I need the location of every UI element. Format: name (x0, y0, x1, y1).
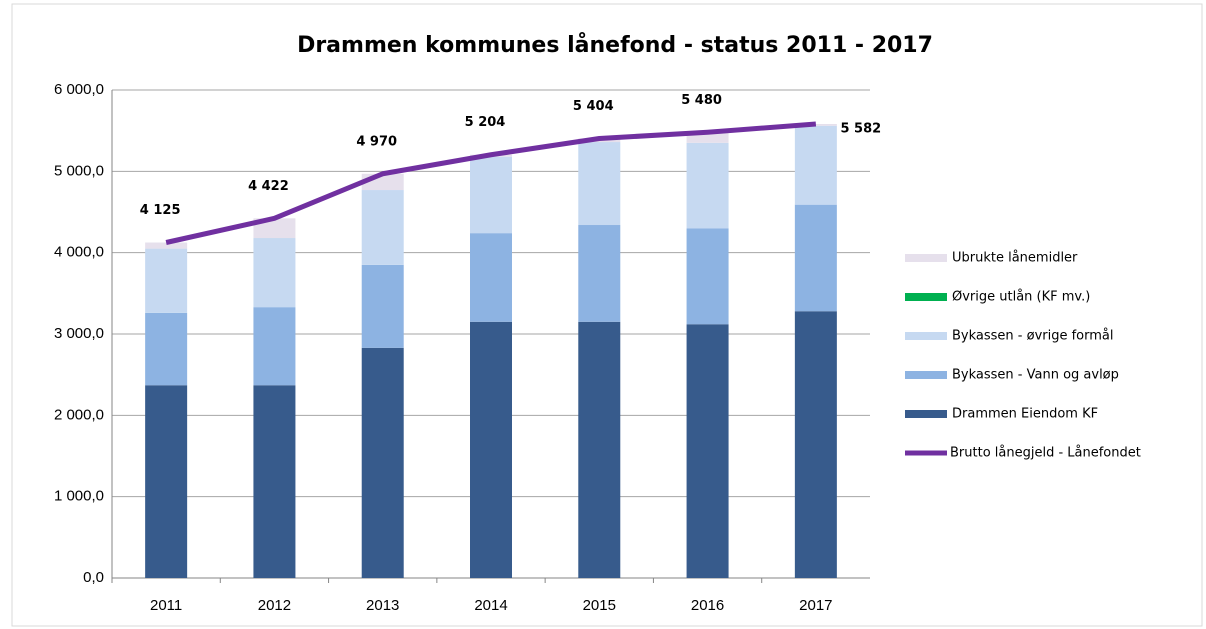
bar-segment (578, 321, 621, 578)
value-label: 5 204 (465, 115, 506, 130)
bar-segment (794, 204, 837, 312)
legend-label: Ubrukte lånemidler (952, 251, 1078, 266)
value-label: 5 404 (573, 99, 614, 114)
x-tick-label: 2015 (583, 597, 616, 614)
value-label: 5 582 (840, 121, 881, 136)
x-tick-label: 2012 (258, 597, 291, 614)
legend-label: Bykassen - Vann og avløp (952, 368, 1119, 383)
bar-segment (578, 225, 621, 322)
bar-segment (253, 307, 296, 386)
bar-segment (361, 264, 404, 348)
legend-label: Øvrige utlån (KF mv.) (952, 290, 1090, 305)
y-tick-label: 0,0 (83, 569, 104, 586)
bar-segment (361, 190, 404, 265)
x-tick-label: 2011 (150, 597, 182, 614)
x-tick-label: 2014 (474, 597, 507, 614)
bar-segment (145, 312, 188, 386)
bar-segment (686, 324, 729, 578)
bar-segment (578, 142, 621, 226)
value-label: 5 480 (681, 93, 722, 108)
value-label: 4 422 (248, 179, 289, 194)
y-tick-label: 6 000,0 (54, 81, 104, 98)
bar-segment (145, 248, 188, 313)
legend-swatch (905, 332, 947, 340)
bar-segment (794, 125, 837, 205)
bar-segment (470, 233, 512, 322)
bar-segment (686, 228, 729, 325)
bar-segment (253, 385, 296, 578)
legend-swatch (905, 371, 947, 379)
legend-swatch (905, 293, 947, 301)
bar-segment (686, 142, 729, 229)
chart-title: Drammen kommunes lånefond - status 2011 … (297, 32, 933, 58)
y-tick-label: 1 000,0 (54, 488, 104, 505)
y-tick-label: 5 000,0 (54, 162, 104, 179)
legend-swatch (905, 410, 947, 418)
legend-label: Bykassen - øvrige formål (952, 329, 1114, 344)
y-tick-label: 4 000,0 (54, 244, 104, 261)
bar-segment (145, 385, 188, 578)
line-series (165, 121, 817, 245)
value-label: 4 970 (356, 134, 397, 149)
y-tick-label: 2 000,0 (54, 406, 104, 423)
legend-swatch (905, 254, 947, 262)
bar-segment (253, 218, 296, 239)
bar-segment (470, 156, 512, 234)
bar-segment (145, 242, 188, 249)
bar-segment (686, 132, 729, 143)
legend-label: Drammen Eiendom KF (952, 407, 1098, 422)
y-tick-label: 3 000,0 (54, 325, 104, 342)
bar-segment (361, 347, 404, 578)
bar-segment (794, 311, 837, 578)
legend-label: Brutto lånegjeld - Lånefondet (950, 446, 1141, 461)
bar-segment (253, 238, 296, 308)
x-tick-label: 2017 (799, 597, 832, 614)
value-label: 4 125 (140, 203, 181, 218)
bar-segment (470, 321, 512, 578)
x-tick-label: 2013 (366, 597, 399, 614)
x-tick-label: 2016 (691, 597, 724, 614)
